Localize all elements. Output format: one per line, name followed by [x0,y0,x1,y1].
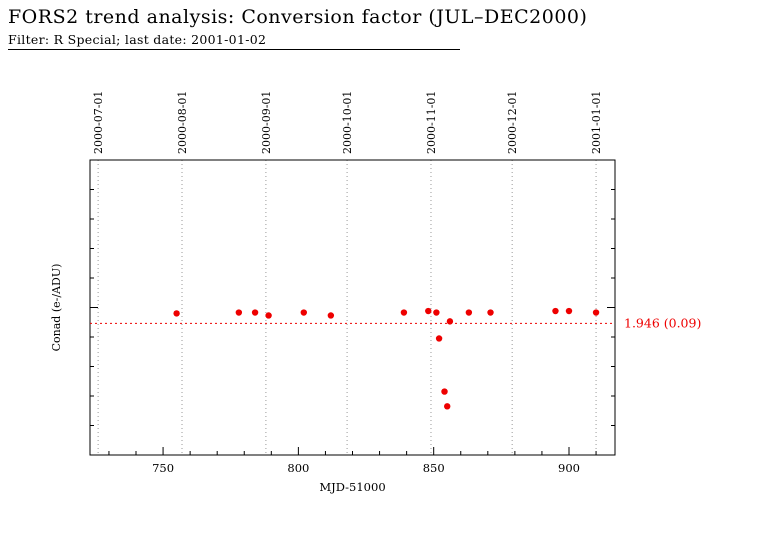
data-point [433,309,440,316]
data-point [400,309,408,316]
plot-border [89,159,616,456]
data-point [565,307,573,315]
chart-canvas: 2000-07-01 2000-08-01 2000-09-01 2000-10-01… [50,91,701,494]
header-rule [8,49,460,50]
x-tick-label: 750 [152,461,174,475]
data-point [444,403,451,410]
x-tick-label: 800 [287,461,309,475]
date-label: 2000-09-01 [260,91,273,154]
x-axis-label: MJD-51000 [319,480,385,494]
data-point [592,309,600,316]
data-point [327,312,335,319]
y-axis-label: Conad (e-/ADU) [50,264,63,352]
data-point [435,335,443,342]
trend-chart: 2000-07-01 2000-08-01 2000-09-01 2000-10-01… [0,55,782,535]
data-point [235,309,243,316]
date-label: 2001-01-01 [590,91,603,154]
data-point [465,309,473,316]
data-point [425,307,432,315]
page-subtitle: Filter: R Special; last date: 2001-01-02 [8,32,267,47]
data-point [265,312,272,319]
date-label: 2000-08-01 [176,91,189,154]
mean-value-label: 1.946 (0.09) [624,315,701,330]
data-point [173,310,180,317]
page-title: FORS2 trend analysis: Conversion factor … [8,6,588,28]
data-point [487,309,494,316]
data-point [552,307,559,315]
date-label: 2000-11-01 [425,91,438,154]
date-label: 2000-12-01 [506,91,519,154]
data-point [300,309,307,316]
x-tick-label: 850 [423,461,445,475]
x-tick-label: 900 [558,461,580,475]
date-label: 2000-07-01 [92,91,105,154]
data-point [251,309,259,316]
data-point [446,318,454,325]
date-label: 2000-10-01 [341,91,354,154]
data-point [441,388,448,395]
